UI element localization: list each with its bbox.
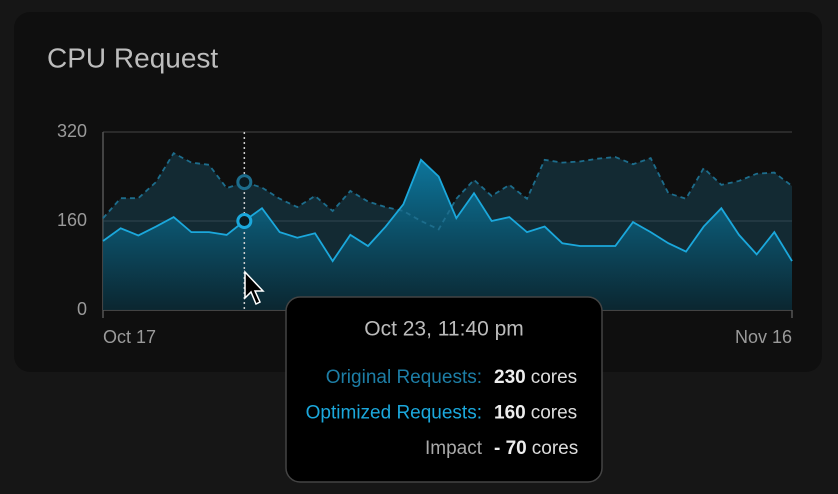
series-line: [102, 151, 793, 231]
tooltip-label: Optimized Requests:: [306, 403, 482, 424]
area-fill: [103, 159, 792, 310]
y-tick-label: 0: [77, 299, 87, 319]
tooltip-value: - 70 cores: [494, 438, 578, 459]
y-tick-label: 320: [57, 121, 87, 141]
chart-title: CPU Request: [47, 42, 218, 73]
tooltip-number: 230: [494, 367, 526, 388]
tooltip-box: [285, 296, 603, 483]
tooltip-value: 230 cores: [494, 367, 577, 388]
y-tick-label: 160: [57, 210, 87, 230]
series-line: [102, 158, 793, 263]
tooltip-label: Original Requests:: [326, 367, 482, 388]
tooltip-value: 160 cores: [494, 403, 577, 424]
plot: 0 160 320 Oct 17 Nov 16: [57, 121, 793, 347]
tooltip-label: Impact: [425, 438, 483, 459]
x-tick-label: Oct 17: [103, 327, 156, 347]
tooltip-number: - 70: [494, 438, 527, 459]
hover-point: [236, 213, 253, 229]
tooltip: Oct 23, 11:40 pm Original Requests: 230 co…: [285, 296, 603, 483]
tooltip-unit: cores: [532, 438, 578, 459]
tooltip-number: 160: [494, 403, 526, 424]
tooltip-unit: cores: [531, 403, 577, 424]
cursor: [244, 270, 265, 306]
tooltip-unit: cores: [531, 367, 577, 388]
x-tick-label: Nov 16: [735, 327, 792, 347]
tooltip-title: Oct 23, 11:40 pm: [364, 318, 524, 341]
hover-point: [236, 174, 253, 191]
